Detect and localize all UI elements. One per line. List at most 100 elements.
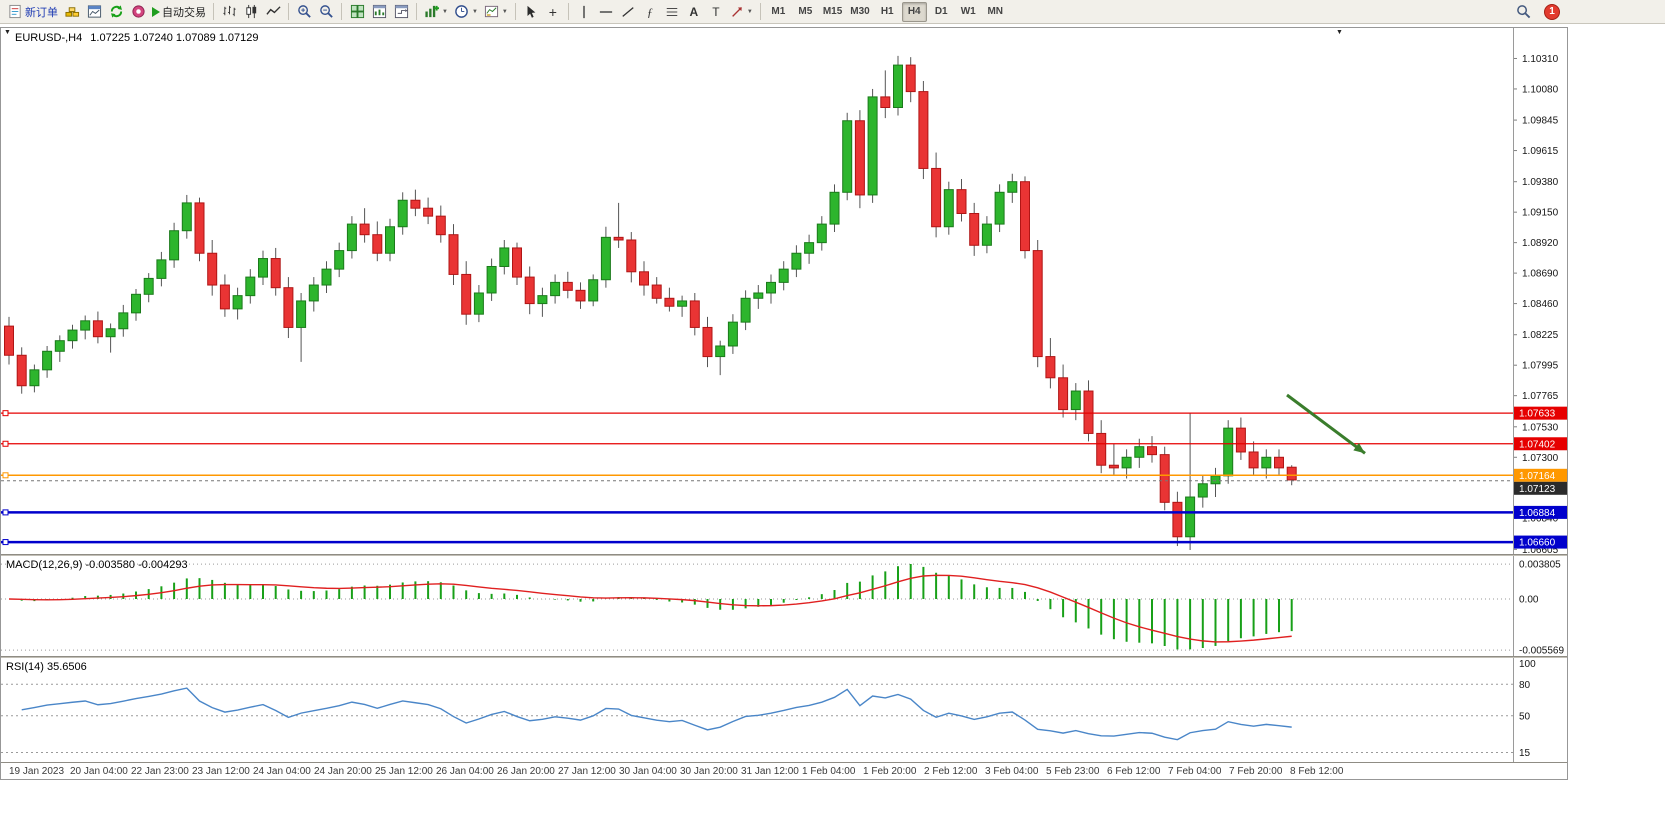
zoom-out-button[interactable] (315, 2, 337, 22)
svg-text:0.00: 0.00 (1519, 595, 1539, 606)
panel-splitter[interactable] (1, 656, 1567, 658)
zoom-in-button[interactable] (293, 2, 315, 22)
indicators-button[interactable]: ▼ (421, 2, 451, 22)
toolbar-separator (514, 3, 516, 20)
svg-text:1.07123: 1.07123 (1519, 484, 1556, 495)
arrow-annotation[interactable] (1286, 393, 1366, 455)
timeframe-d1-button[interactable]: D1 (929, 2, 954, 22)
price-axis[interactable]: 1.10310 1.10080 1.09845 1.09615 1.09380 1.091… (1513, 28, 1559, 554)
bar-chart-button[interactable] (218, 2, 240, 22)
toolbar-separator (759, 3, 761, 20)
shapes-icon (666, 7, 678, 16)
toolbar-separator (567, 3, 569, 20)
macd-label: MACD(12,26,9) -0.003580 -0.004293 (6, 559, 188, 571)
time-axis-label: 22 Jan 23:00 (131, 766, 189, 777)
svg-text:0.003805: 0.003805 (1519, 560, 1561, 571)
new-order-icon (9, 4, 21, 19)
svg-text:1.09150: 1.09150 (1522, 208, 1559, 219)
time-axis-label: 1 Feb 04:00 (802, 766, 856, 777)
trendline-tool-button[interactable] (617, 2, 639, 22)
market-watch-button[interactable] (61, 2, 83, 22)
time-axis-label: 7 Feb 04:00 (1168, 766, 1222, 777)
autotrading-label: 自动交易 (162, 6, 206, 19)
svg-text:1.08460: 1.08460 (1522, 299, 1559, 310)
chart-menu-arrow[interactable]: ▼ (4, 29, 11, 36)
bar-chart-icon (222, 5, 236, 17)
time-axis-label: 24 Jan 20:00 (314, 766, 372, 777)
time-axis-label: 30 Jan 20:00 (680, 766, 738, 777)
toolbar-separator (416, 3, 417, 20)
chevron-down-icon: ▼ (746, 8, 753, 15)
arrange-windows-icon (372, 4, 386, 19)
arrows-tool-button[interactable]: ▼ (727, 2, 756, 22)
price-chart[interactable]: 1.10310 1.10080 1.09845 1.09615 1.09380 1.091… (1, 28, 1567, 554)
svg-text:50: 50 (1519, 711, 1531, 722)
time-axis-label: 24 Jan 04:00 (253, 766, 311, 777)
candles-group (4, 55, 1297, 551)
tile-windows-icon (350, 4, 364, 19)
new-order-button[interactable]: 新订单 (5, 2, 61, 22)
timeframe-m30-button[interactable]: M30 (847, 2, 872, 22)
svg-text:1.07995: 1.07995 (1522, 361, 1559, 372)
periods-button[interactable]: ▼ (451, 2, 481, 22)
svg-text:80: 80 (1519, 680, 1531, 691)
timeframe-m1-button[interactable]: M1 (766, 2, 791, 22)
chart-shift-button[interactable] (390, 2, 412, 22)
toolbar-separator (341, 3, 342, 20)
timeframe-m15-button[interactable]: M15 (820, 2, 845, 22)
timeframe-h4-button[interactable]: H4 (901, 1, 927, 22)
shapes-tool-button[interactable] (661, 2, 683, 22)
tile-windows-button[interactable] (346, 2, 368, 22)
rsi-chart[interactable]: 100 80 50 15 (1, 658, 1567, 762)
chart-window-button[interactable] (83, 2, 105, 22)
vertical-line-tool-button[interactable] (573, 2, 595, 22)
timeframe-h1-button[interactable]: H1 (875, 2, 900, 22)
time-axis-label: 31 Jan 12:00 (741, 766, 799, 777)
text-tool-button[interactable]: A (683, 2, 705, 22)
time-axis-label: 20 Jan 04:00 (70, 766, 128, 777)
arrow-tool-icon (732, 6, 742, 17)
chart-quick-arrow[interactable]: ▼ (1336, 29, 1343, 36)
clock-icon (455, 5, 468, 18)
hlines-group[interactable]: 1.07633 1.07402 1.07164 1.07123 1.06884 1.066… (1, 406, 1567, 549)
panel-splitter[interactable] (1, 554, 1567, 556)
fibonacci-tool-button[interactable]: ƒ (639, 2, 661, 22)
time-axis-label: 7 Feb 20:00 (1229, 766, 1283, 777)
refresh-button[interactable] (105, 2, 127, 22)
templates-button[interactable]: ▼ (481, 2, 511, 22)
candlestick-chart-button[interactable] (240, 2, 262, 22)
text-label-tool-button[interactable]: T (705, 2, 727, 22)
line-chart-button[interactable] (262, 2, 284, 22)
cursor-tool-button[interactable] (520, 2, 542, 22)
svg-text:1.09845: 1.09845 (1522, 116, 1559, 127)
time-axis-label: 2 Feb 12:00 (924, 766, 978, 777)
svg-text:1.07164: 1.07164 (1519, 471, 1556, 482)
time-axis[interactable]: 19 Jan 2023 20 Jan 04:00 22 Jan 23:00 23 Ja… (1, 762, 1567, 779)
chevron-down-icon: ▼ (471, 8, 478, 15)
timeframe-w1-button[interactable]: W1 (956, 2, 981, 22)
candlestick-chart-icon (245, 4, 256, 19)
time-axis-label: 26 Jan 04:00 (436, 766, 494, 777)
timeframe-m5-button[interactable]: M5 (793, 2, 818, 22)
svg-text:100: 100 (1519, 659, 1536, 670)
crosshair-tool-button[interactable]: + (542, 2, 564, 22)
community-button[interactable] (127, 2, 149, 22)
arrange-windows-button[interactable] (368, 2, 390, 22)
gold-bars-icon (64, 7, 79, 17)
horizontal-line-tool-button[interactable] (595, 2, 617, 22)
toolbar-separator (213, 3, 214, 20)
refresh-icon (110, 5, 122, 18)
svg-text:1.06840: 1.06840 (1522, 514, 1559, 525)
time-axis-label: 25 Jan 12:00 (375, 766, 433, 777)
vertical-line-icon (583, 5, 585, 18)
indicators-icon (425, 5, 439, 18)
macd-chart[interactable]: 0.003805 0.00 -0.005569 (1, 556, 1567, 656)
chart-symbol-label: EURUSD-,H4 1.07225 1.07240 1.07089 1.071… (15, 32, 264, 44)
notification-badge[interactable]: 1 (1544, 3, 1560, 20)
macd-signal-line (8, 574, 1292, 643)
search-button[interactable] (1512, 2, 1534, 22)
autotrading-button[interactable]: 自动交易 (149, 2, 209, 22)
timeframe-mn-button[interactable]: MN (983, 2, 1008, 22)
time-axis-label: 27 Jan 12:00 (558, 766, 616, 777)
toolbar: 新订单 自动交易 ▼ (0, 0, 1665, 24)
